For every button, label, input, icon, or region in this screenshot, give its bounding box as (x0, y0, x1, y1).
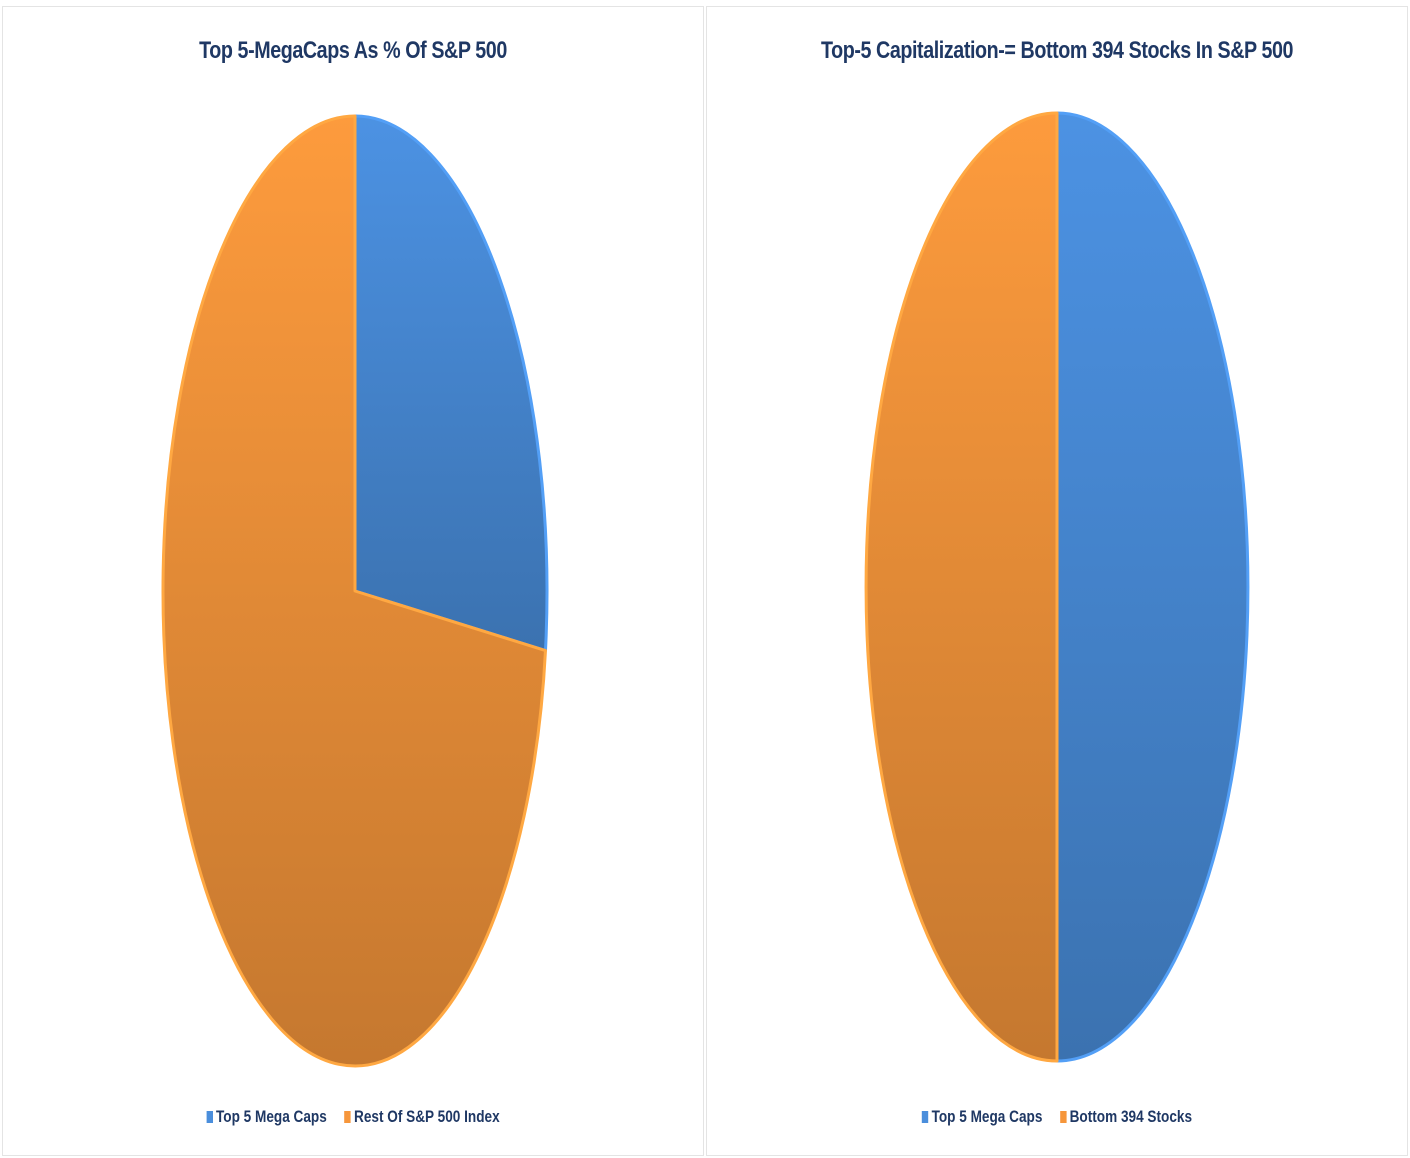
legend-item: Bottom 394 Stocks (1060, 1107, 1192, 1127)
chart-panel-right: Top-5 Capitalization-= Bottom 394 Stocks… (706, 6, 1408, 1156)
pie-chart-left (161, 114, 549, 1068)
legend-swatch (921, 1111, 929, 1123)
pie-slice (864, 111, 1059, 1063)
chart-title-right: Top-5 Capitalization-= Bottom 394 Stocks… (820, 37, 1294, 64)
legend-item: Top 5 Mega Caps (206, 1107, 327, 1127)
legend-left: Top 5 Mega Caps Rest Of S&P 500 Index (73, 1107, 633, 1127)
chart-panel-left: Top 5-MegaCaps As % Of S&P 500 Top 5 Meg… (2, 6, 704, 1156)
legend-swatch (344, 1111, 351, 1123)
legend-swatch (206, 1111, 213, 1123)
legend-right: Top 5 Mega Caps Bottom 394 Stocks (777, 1107, 1337, 1127)
pie-slice (353, 114, 549, 653)
legend-label: Rest Of S&P 500 Index (354, 1107, 500, 1126)
pie-chart-right (864, 111, 1250, 1063)
legend-label: Top 5 Mega Caps (215, 1107, 327, 1126)
legend-label: Bottom 394 Stocks (1069, 1107, 1193, 1126)
pie-slice (161, 114, 547, 1068)
legend-item: Top 5 Mega Caps (921, 1107, 1043, 1127)
chart-title-left: Top 5-MegaCaps As % Of S&P 500 (199, 37, 507, 64)
pie-slice (1055, 111, 1250, 1063)
legend-swatch (1060, 1111, 1067, 1123)
legend-label: Top 5 Mega Caps (931, 1107, 1043, 1126)
legend-item: Rest Of S&P 500 Index (344, 1107, 500, 1127)
